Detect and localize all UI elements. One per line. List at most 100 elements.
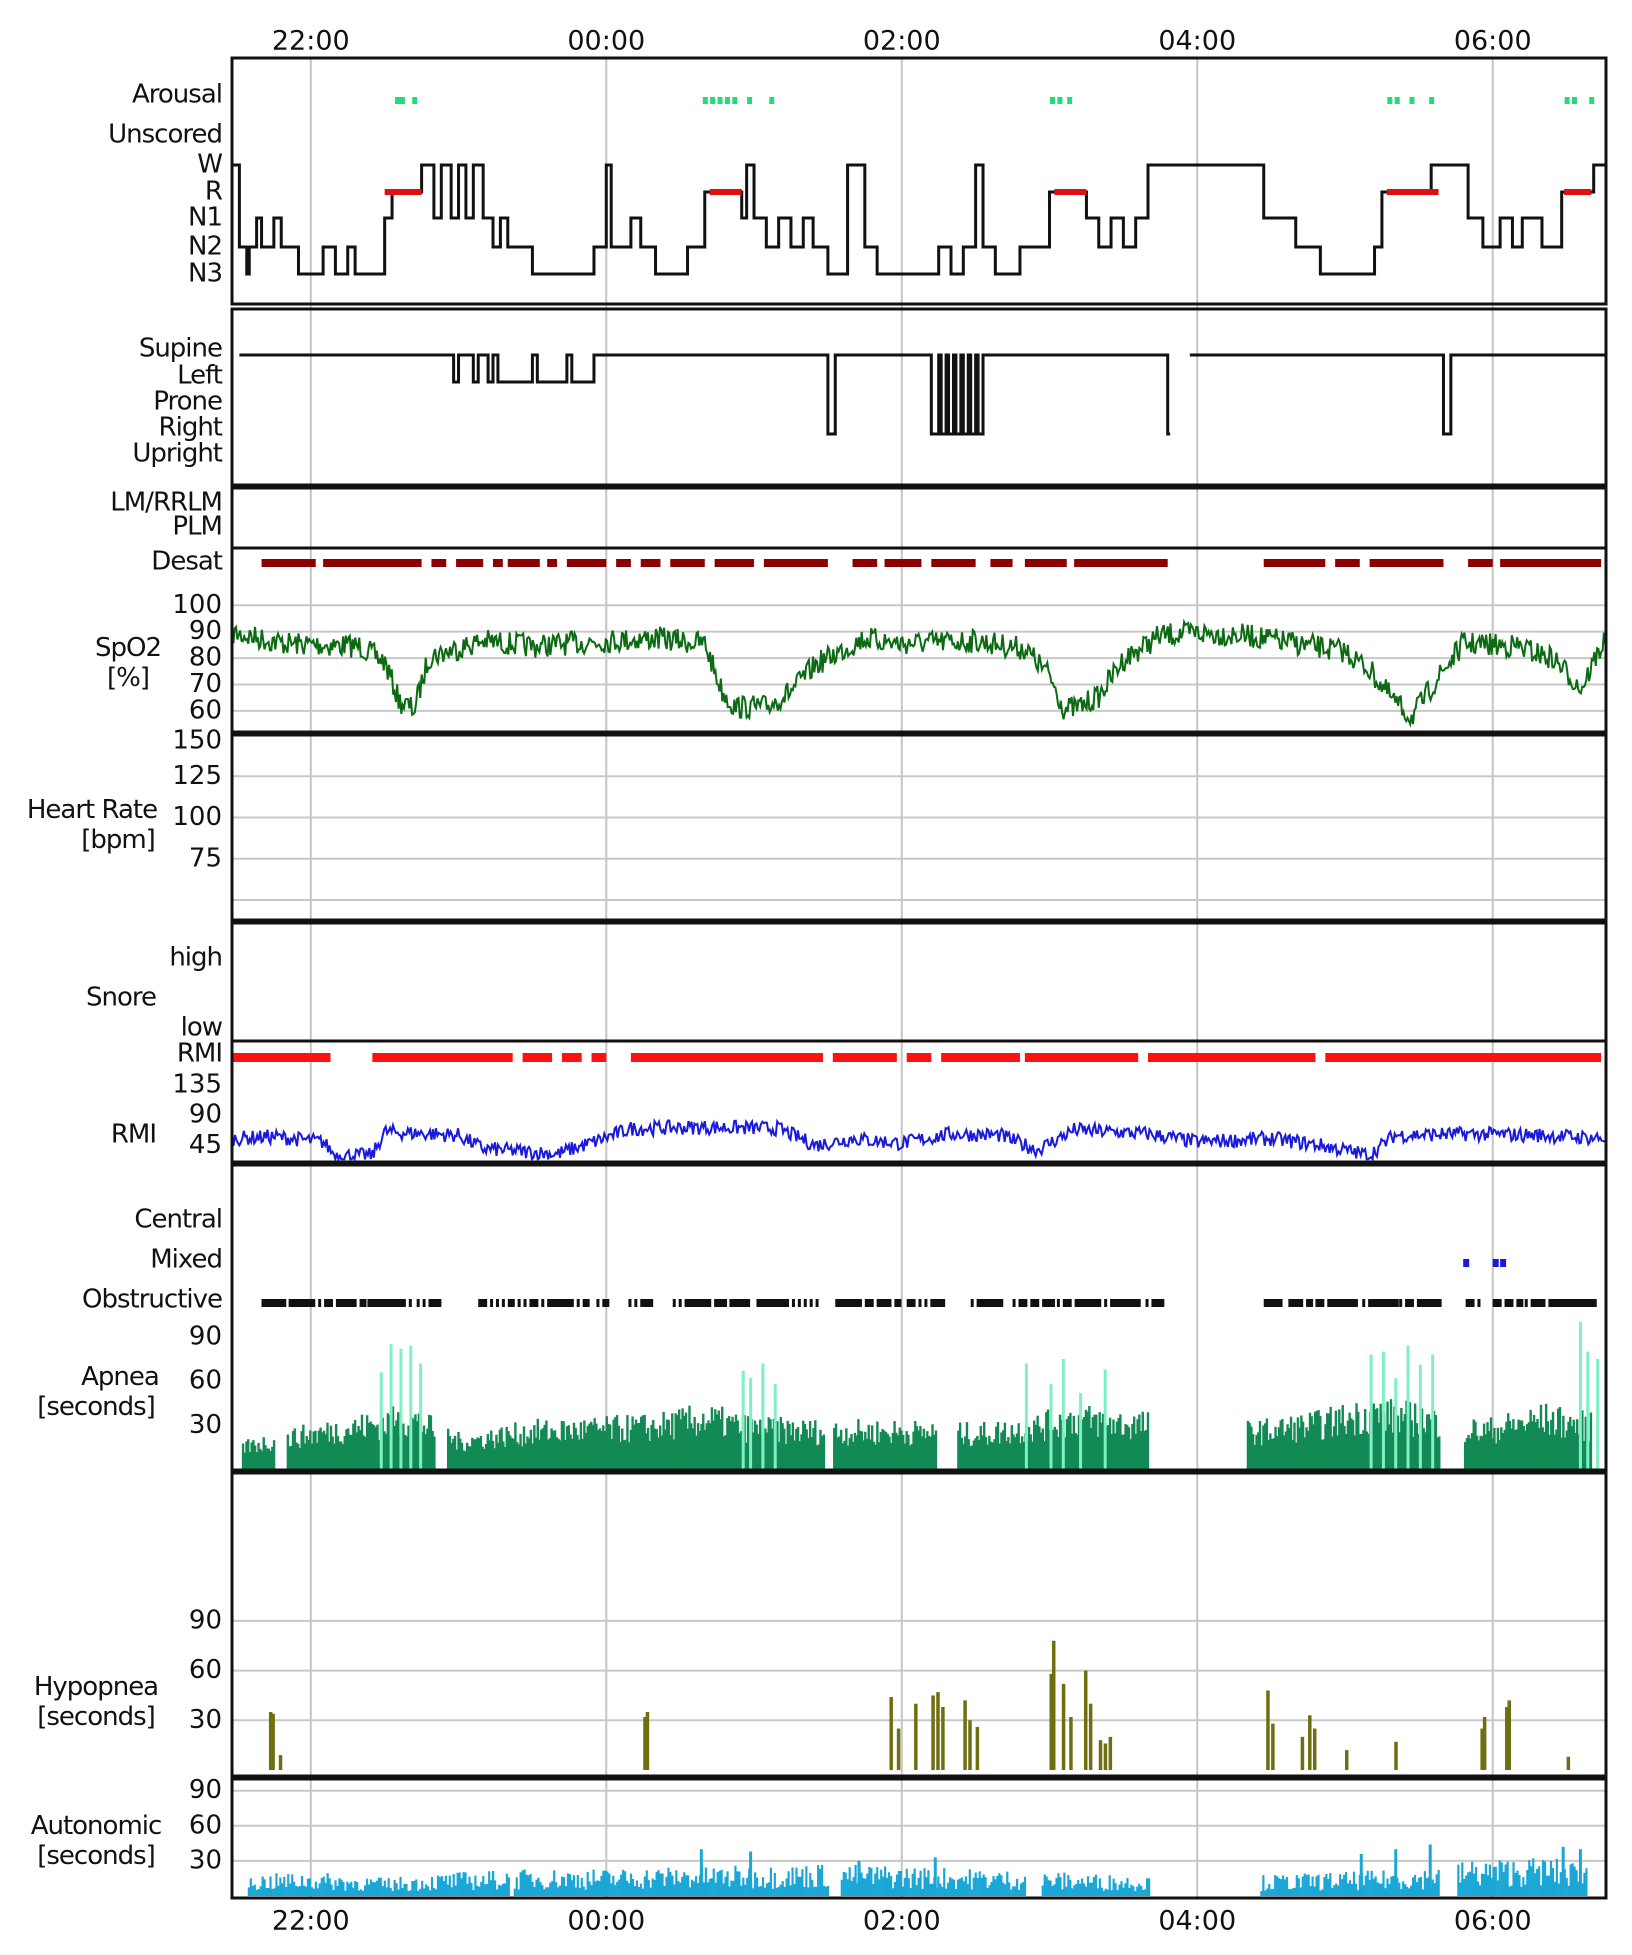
apnea-bar — [765, 1432, 769, 1470]
autonomic-bar — [275, 1873, 278, 1896]
apnea-bar — [819, 1429, 822, 1470]
apnea-bar — [243, 1452, 246, 1470]
autonomic-bar — [815, 1886, 818, 1896]
autonomic-bar — [874, 1873, 877, 1896]
autonomic-bar — [681, 1876, 684, 1896]
apnea-bar — [271, 1446, 274, 1470]
autonomic-bar — [988, 1885, 991, 1896]
apnea-bar — [1520, 1420, 1524, 1470]
autonomic-bar — [754, 1872, 757, 1896]
autonomic-peak — [699, 1849, 703, 1896]
autonomic-bar — [257, 1889, 260, 1896]
apnea-bar — [1489, 1417, 1493, 1470]
apnea-bar — [481, 1446, 484, 1470]
apnea-bar — [1246, 1420, 1250, 1470]
autonomic-bar — [1482, 1873, 1486, 1896]
autonomic-bar — [604, 1870, 607, 1896]
apnea-bar — [643, 1414, 646, 1470]
arousal-event — [732, 97, 738, 104]
rmi-event — [630, 1053, 823, 1062]
apnea-bar — [793, 1440, 796, 1470]
obstructive-event — [602, 1299, 610, 1307]
apnea-bar — [1115, 1421, 1119, 1470]
apnea-bar — [1039, 1432, 1043, 1470]
autonomic-bar — [1567, 1885, 1570, 1896]
autonomic-bar — [1317, 1874, 1320, 1896]
autonomic-bar — [783, 1886, 786, 1896]
spo2-tick: 70 — [189, 669, 222, 699]
hr-tick: 150 — [172, 726, 222, 756]
apnea-bar — [622, 1440, 626, 1470]
apnea-bar — [610, 1438, 614, 1470]
autonomic-bar — [685, 1875, 688, 1896]
resp_events-frame — [230, 1163, 1608, 1472]
apnea-bar — [1479, 1435, 1482, 1470]
autonomic-bar — [578, 1888, 581, 1896]
apnea-bar — [858, 1430, 862, 1470]
autonomic-bar — [1528, 1860, 1531, 1896]
apnea-bar — [1262, 1425, 1265, 1470]
autonomic-bar — [458, 1872, 461, 1896]
autonomic-bar — [675, 1870, 678, 1896]
apnea-bar — [852, 1441, 855, 1470]
apnea-bar — [495, 1434, 498, 1470]
autonomic-bar — [870, 1868, 873, 1896]
autonomic-bar — [1323, 1877, 1326, 1896]
apnea-bar — [378, 1439, 381, 1470]
apnea-bar — [1482, 1423, 1486, 1470]
apnea-bar — [1470, 1433, 1474, 1470]
apnea-bar — [1317, 1410, 1320, 1470]
autonomic-bar — [484, 1884, 487, 1896]
obstructive-event — [1410, 1299, 1414, 1307]
apnea-bar — [964, 1436, 967, 1470]
autonomic-bar — [734, 1865, 737, 1896]
autonomic-bar — [334, 1880, 337, 1896]
autonomic-bar — [377, 1877, 380, 1896]
autonomic-bar — [1530, 1866, 1533, 1896]
hypopnea-bar — [268, 1712, 273, 1770]
autonomic-bar — [714, 1882, 717, 1896]
apnea-bar — [722, 1436, 726, 1470]
autonomic-bar — [1409, 1885, 1413, 1896]
autonomic-bar — [612, 1875, 615, 1896]
apnea-bar — [1581, 1410, 1584, 1470]
apnea-bar — [619, 1441, 622, 1470]
apnea-bar — [817, 1444, 820, 1470]
apnea-peak — [1103, 1369, 1107, 1470]
desat-event — [261, 559, 316, 567]
arousal-event — [1049, 97, 1055, 104]
autonomic-bar — [887, 1872, 891, 1896]
apnea-bar — [915, 1426, 919, 1470]
apnea-bar — [1058, 1414, 1062, 1470]
autonomic-bar — [641, 1888, 644, 1896]
obstructive-event — [1379, 1299, 1387, 1307]
apnea-bar — [1472, 1419, 1475, 1470]
apnea-bar — [1298, 1427, 1301, 1470]
apnea-peak — [761, 1363, 765, 1470]
apnea-bar — [1503, 1429, 1506, 1470]
apnea-bar — [1319, 1416, 1322, 1470]
snore-frame — [230, 921, 1608, 1043]
apnea-peak — [389, 1344, 393, 1470]
obstructive-event — [306, 1299, 314, 1307]
apnea-bar — [624, 1439, 627, 1470]
apnea-bar — [653, 1428, 657, 1470]
autonomic-bar — [728, 1886, 731, 1896]
obstructive-event — [1399, 1299, 1403, 1307]
autonomic-bar — [1017, 1889, 1021, 1896]
apnea-bar — [1570, 1426, 1574, 1470]
hypnogram-row-label: Arousal — [132, 80, 222, 110]
apnea-bar — [640, 1416, 643, 1470]
autonomic-bar — [1356, 1890, 1360, 1896]
position-row-label: Supine — [139, 334, 222, 364]
autonomic-bar — [1084, 1886, 1088, 1896]
obstructive-event — [596, 1299, 600, 1307]
autonomic-bar — [1374, 1876, 1377, 1896]
autonomic-bar — [897, 1870, 901, 1896]
obstructive-event — [809, 1299, 813, 1307]
obstructive-event — [1504, 1299, 1512, 1307]
autonomic-bar — [1082, 1883, 1086, 1896]
hypopnea-bar — [1566, 1756, 1571, 1770]
obstructive-event — [1327, 1299, 1335, 1307]
